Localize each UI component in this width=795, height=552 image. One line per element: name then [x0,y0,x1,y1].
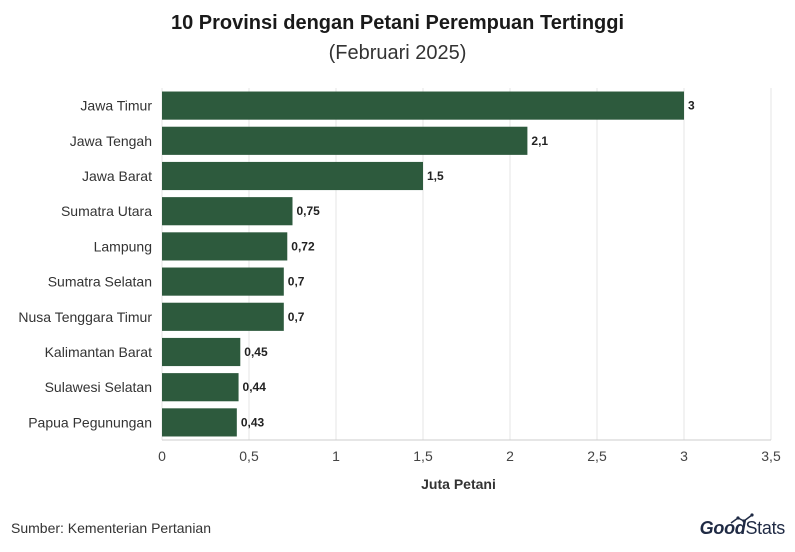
x-tick-label: 2,5 [587,448,607,464]
category-label: Sumatra Utara [61,203,152,219]
bar [162,302,284,331]
logo-good-text: Good [699,518,746,538]
source-note: Sumber: Kementerian Pertanian [11,520,211,536]
x-tick-label: 1 [332,448,340,464]
bar [162,91,684,120]
bar [162,161,423,191]
x-tick-label: 0,5 [239,448,259,464]
category-label: Sumatra Selatan [48,274,152,290]
category-label: Jawa Tengah [70,133,152,149]
data-label: 0,7 [288,310,305,324]
bar [162,126,528,155]
data-label: 0,72 [291,239,315,253]
x-tick-label: 1,5 [413,448,433,464]
x-tick-label: 2 [506,448,514,464]
category-label: Jawa Barat [82,168,152,184]
category-label: Lampung [94,238,152,254]
bar [162,337,241,367]
x-axis-title: Juta Petani [421,476,496,492]
bar [162,373,239,402]
data-label: 3 [688,99,695,113]
category-label: Kalimantan Barat [45,344,153,360]
chart-title: 10 Provinsi dengan Petani Perempuan Tert… [170,12,625,34]
category-label: Jawa Timur [80,98,152,114]
data-label: 0,7 [288,275,305,289]
chart-subtitle: (Februari 2025) [328,42,467,64]
category-label: Papua Pegunungan [28,414,152,430]
bar [162,197,293,226]
data-label: 0,43 [241,415,265,429]
data-label: 0,75 [297,204,321,218]
logo-chart-icon [730,513,754,524]
goodstats-logo: GoodStats [699,518,786,539]
x-tick-label: 3,5 [761,448,781,464]
data-label: 2,1 [531,134,548,148]
bar [162,408,237,437]
data-label: 0,44 [243,380,267,394]
logo-stats-text: Stats [745,518,785,538]
bar-chart: 0 0,5 1 1,5 2 2,5 3 3,5 Jawa Timur 3 Jawa Tengah 2,… [18,88,781,492]
x-tick-label: 3 [680,448,688,464]
data-label: 1,5 [427,169,444,183]
x-tick-label: 0 [158,448,166,464]
data-label: 0,45 [244,345,268,359]
bar [162,232,288,261]
bar [162,267,284,296]
category-label: Sulawesi Selatan [45,379,152,395]
category-label: Nusa Tenggara Timur [18,309,152,325]
